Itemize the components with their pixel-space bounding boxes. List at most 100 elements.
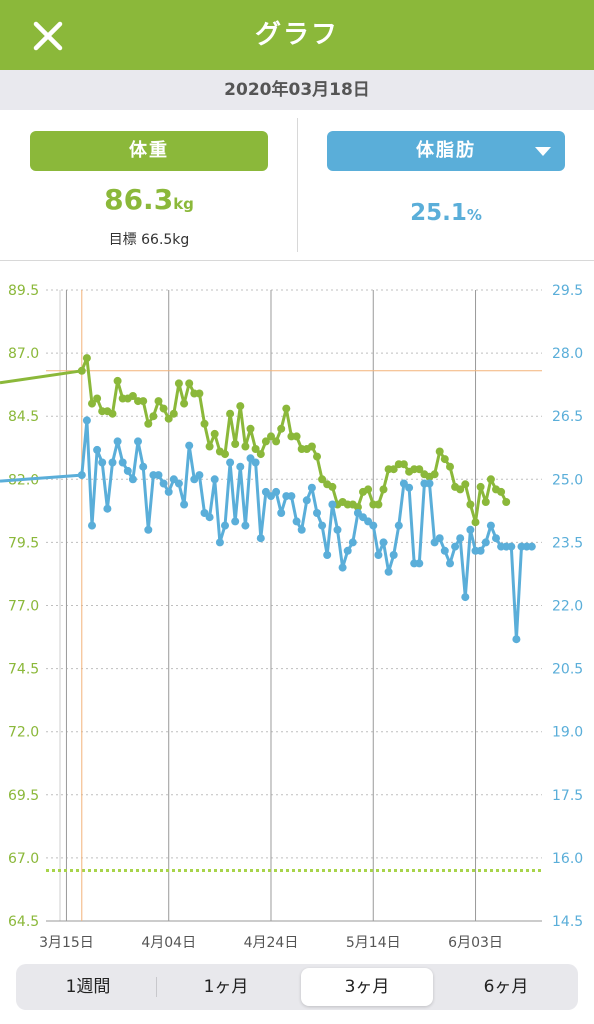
body-fat-point <box>103 504 112 513</box>
body-fat-dropdown[interactable]: 体脂肪 <box>327 131 565 171</box>
weight-point <box>471 518 480 527</box>
body-fat-point <box>379 538 388 547</box>
body-fat-point <box>82 416 91 425</box>
body-fat-point <box>174 479 183 488</box>
weight-point <box>466 500 475 509</box>
y-right-tick-label: 23.5 <box>552 535 583 551</box>
weight-point <box>210 429 219 438</box>
weight-point <box>486 475 495 484</box>
body-fat-point <box>98 458 107 467</box>
body-fat-point <box>144 525 153 534</box>
tab-1-week[interactable]: 1週間 <box>65 977 111 997</box>
body-fat-point <box>307 483 316 492</box>
x-tick-label: 6月03日 <box>448 935 503 951</box>
y-left-tick-label: 67.0 <box>8 851 39 867</box>
weight-point <box>461 480 470 489</box>
weight-point <box>108 409 117 418</box>
weight-point <box>399 460 408 469</box>
body-fat-point <box>277 509 286 517</box>
body-fat-point <box>139 462 148 471</box>
tab-6-months[interactable]: 6ヶ月 <box>483 977 529 997</box>
body-fat-point <box>318 521 327 530</box>
body-fat-point <box>425 479 434 488</box>
body-fat-point <box>389 551 398 559</box>
weight-point <box>77 366 86 375</box>
weight-point <box>246 424 255 433</box>
body-fat-point <box>527 542 536 551</box>
y-right-tick-label: 28.0 <box>552 346 583 362</box>
weight-tab-button[interactable]: 体重 <box>30 131 268 171</box>
weight-point <box>195 389 204 398</box>
weight-point <box>502 498 511 506</box>
weight-point <box>226 409 235 418</box>
y-left-tick-label: 74.5 <box>8 662 39 678</box>
weight-point <box>440 455 449 464</box>
summary-panel: 体重 86.3kg 目標 66.5kg 体脂肪 25.1% <box>0 110 594 261</box>
y-left-tick-label: 84.5 <box>8 409 39 425</box>
period-tabs: 1週間 1ヶ月 3ヶ月 6ヶ月 <box>16 964 578 1010</box>
body-fat-point <box>123 466 132 475</box>
y-left-tick-label: 77.0 <box>8 599 39 615</box>
weight-point <box>435 447 444 456</box>
y-right-tick-label: 19.0 <box>552 725 583 741</box>
weight-point <box>241 442 250 451</box>
y-left-tick-label: 69.5 <box>8 788 39 804</box>
weight-point <box>256 450 265 459</box>
body-fat-point <box>338 563 347 572</box>
body-fat-point <box>195 471 204 480</box>
body-fat-point <box>113 437 122 446</box>
weight-point <box>328 482 337 491</box>
body-fat-point <box>226 458 235 467</box>
body-fat-point <box>456 534 465 543</box>
body-fat-point <box>486 521 495 530</box>
body-fat-point <box>384 567 393 576</box>
weight-point <box>261 437 270 446</box>
body-fat-point <box>313 509 321 517</box>
x-tick-label: 5月14日 <box>346 935 401 951</box>
weight-point <box>185 379 194 388</box>
weight-point <box>313 452 321 461</box>
weight-point <box>267 432 275 441</box>
y-left-tick-label: 89.5 <box>8 283 39 299</box>
x-tick-label: 4月04日 <box>141 935 196 951</box>
body-fat-point <box>77 471 86 480</box>
chart-svg[interactable]: 89.587.084.582.079.577.074.572.069.567.0… <box>0 262 594 954</box>
weight-point <box>231 440 240 448</box>
body-fat-point <box>343 546 352 555</box>
close-icon[interactable] <box>28 16 68 56</box>
body-fat-number: 25.1 <box>410 200 467 226</box>
summary-divider <box>297 118 298 252</box>
y-left-tick-label: 79.5 <box>8 535 39 551</box>
body-fat-point <box>287 492 296 501</box>
weight-point <box>446 462 454 471</box>
weight-point <box>82 354 91 363</box>
body-fat-point <box>328 500 337 509</box>
body-fat-point <box>435 534 444 543</box>
y-right-tick-label: 22.0 <box>552 599 583 615</box>
weight-point <box>415 465 424 474</box>
body-fat-point <box>440 546 449 555</box>
body-fat-point <box>405 483 414 492</box>
weight-point <box>169 409 178 418</box>
weight-point <box>128 392 137 400</box>
body-fat-point <box>333 525 342 534</box>
weight-point <box>174 379 183 388</box>
body-fat-point <box>185 441 194 450</box>
body-fat-point <box>159 479 168 488</box>
body-fat-point <box>231 517 240 526</box>
body-fat-point <box>415 559 424 568</box>
body-fat-point <box>481 538 490 547</box>
body-fat-value: 25.1% <box>327 200 565 226</box>
body-fat-point <box>128 475 137 484</box>
tab-3-months[interactable]: 3ヶ月 <box>301 968 433 1006</box>
weight-point <box>154 397 163 406</box>
weight-unit: kg <box>173 195 194 213</box>
date-label: 2020年03月18日 <box>0 70 594 110</box>
body-fat-point <box>507 542 516 551</box>
body-fat-point <box>118 458 127 467</box>
y-right-tick-label: 16.0 <box>552 851 583 867</box>
body-fat-point <box>272 487 281 496</box>
weight-point <box>88 399 96 408</box>
tab-1-month[interactable]: 1ヶ月 <box>203 977 249 997</box>
weight-fat-chart[interactable]: 89.5 87.0 84.5 82.0 79.5 77.0 74.5 72.0 69.5 67.0… <box>0 262 594 954</box>
